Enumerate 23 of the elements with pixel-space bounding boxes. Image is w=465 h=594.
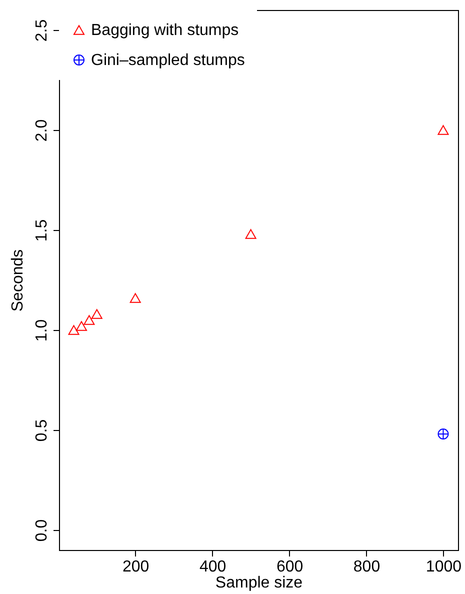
legend-label: Gini–sampled stumps bbox=[91, 52, 245, 69]
x-tick-label: 600 bbox=[276, 558, 304, 576]
point bbox=[438, 428, 449, 440]
x-tick-label: 400 bbox=[199, 558, 226, 576]
y-tick-label: 1.5 bbox=[34, 219, 50, 242]
point bbox=[84, 315, 95, 325]
point bbox=[245, 229, 256, 239]
point bbox=[68, 325, 80, 335]
y-tick-label: 1.0 bbox=[34, 319, 50, 342]
y-axis-title: Seconds bbox=[10, 249, 26, 312]
point bbox=[91, 309, 102, 319]
y-tick-label: 0.5 bbox=[34, 419, 50, 442]
x-tick-label: 200 bbox=[122, 558, 150, 576]
y-tick-label: 2.0 bbox=[34, 119, 50, 142]
point bbox=[130, 293, 141, 303]
point bbox=[76, 321, 87, 331]
y-tick-label: 0.0 bbox=[34, 519, 50, 542]
point bbox=[438, 125, 449, 135]
legend-label: Bagging with stumps bbox=[91, 22, 239, 39]
x-tick-label: 1000 bbox=[426, 558, 462, 576]
y-tick-label: 2.5 bbox=[34, 19, 50, 42]
x-tick-label: 800 bbox=[353, 558, 380, 576]
x-axis-title: Sample size bbox=[215, 574, 303, 592]
